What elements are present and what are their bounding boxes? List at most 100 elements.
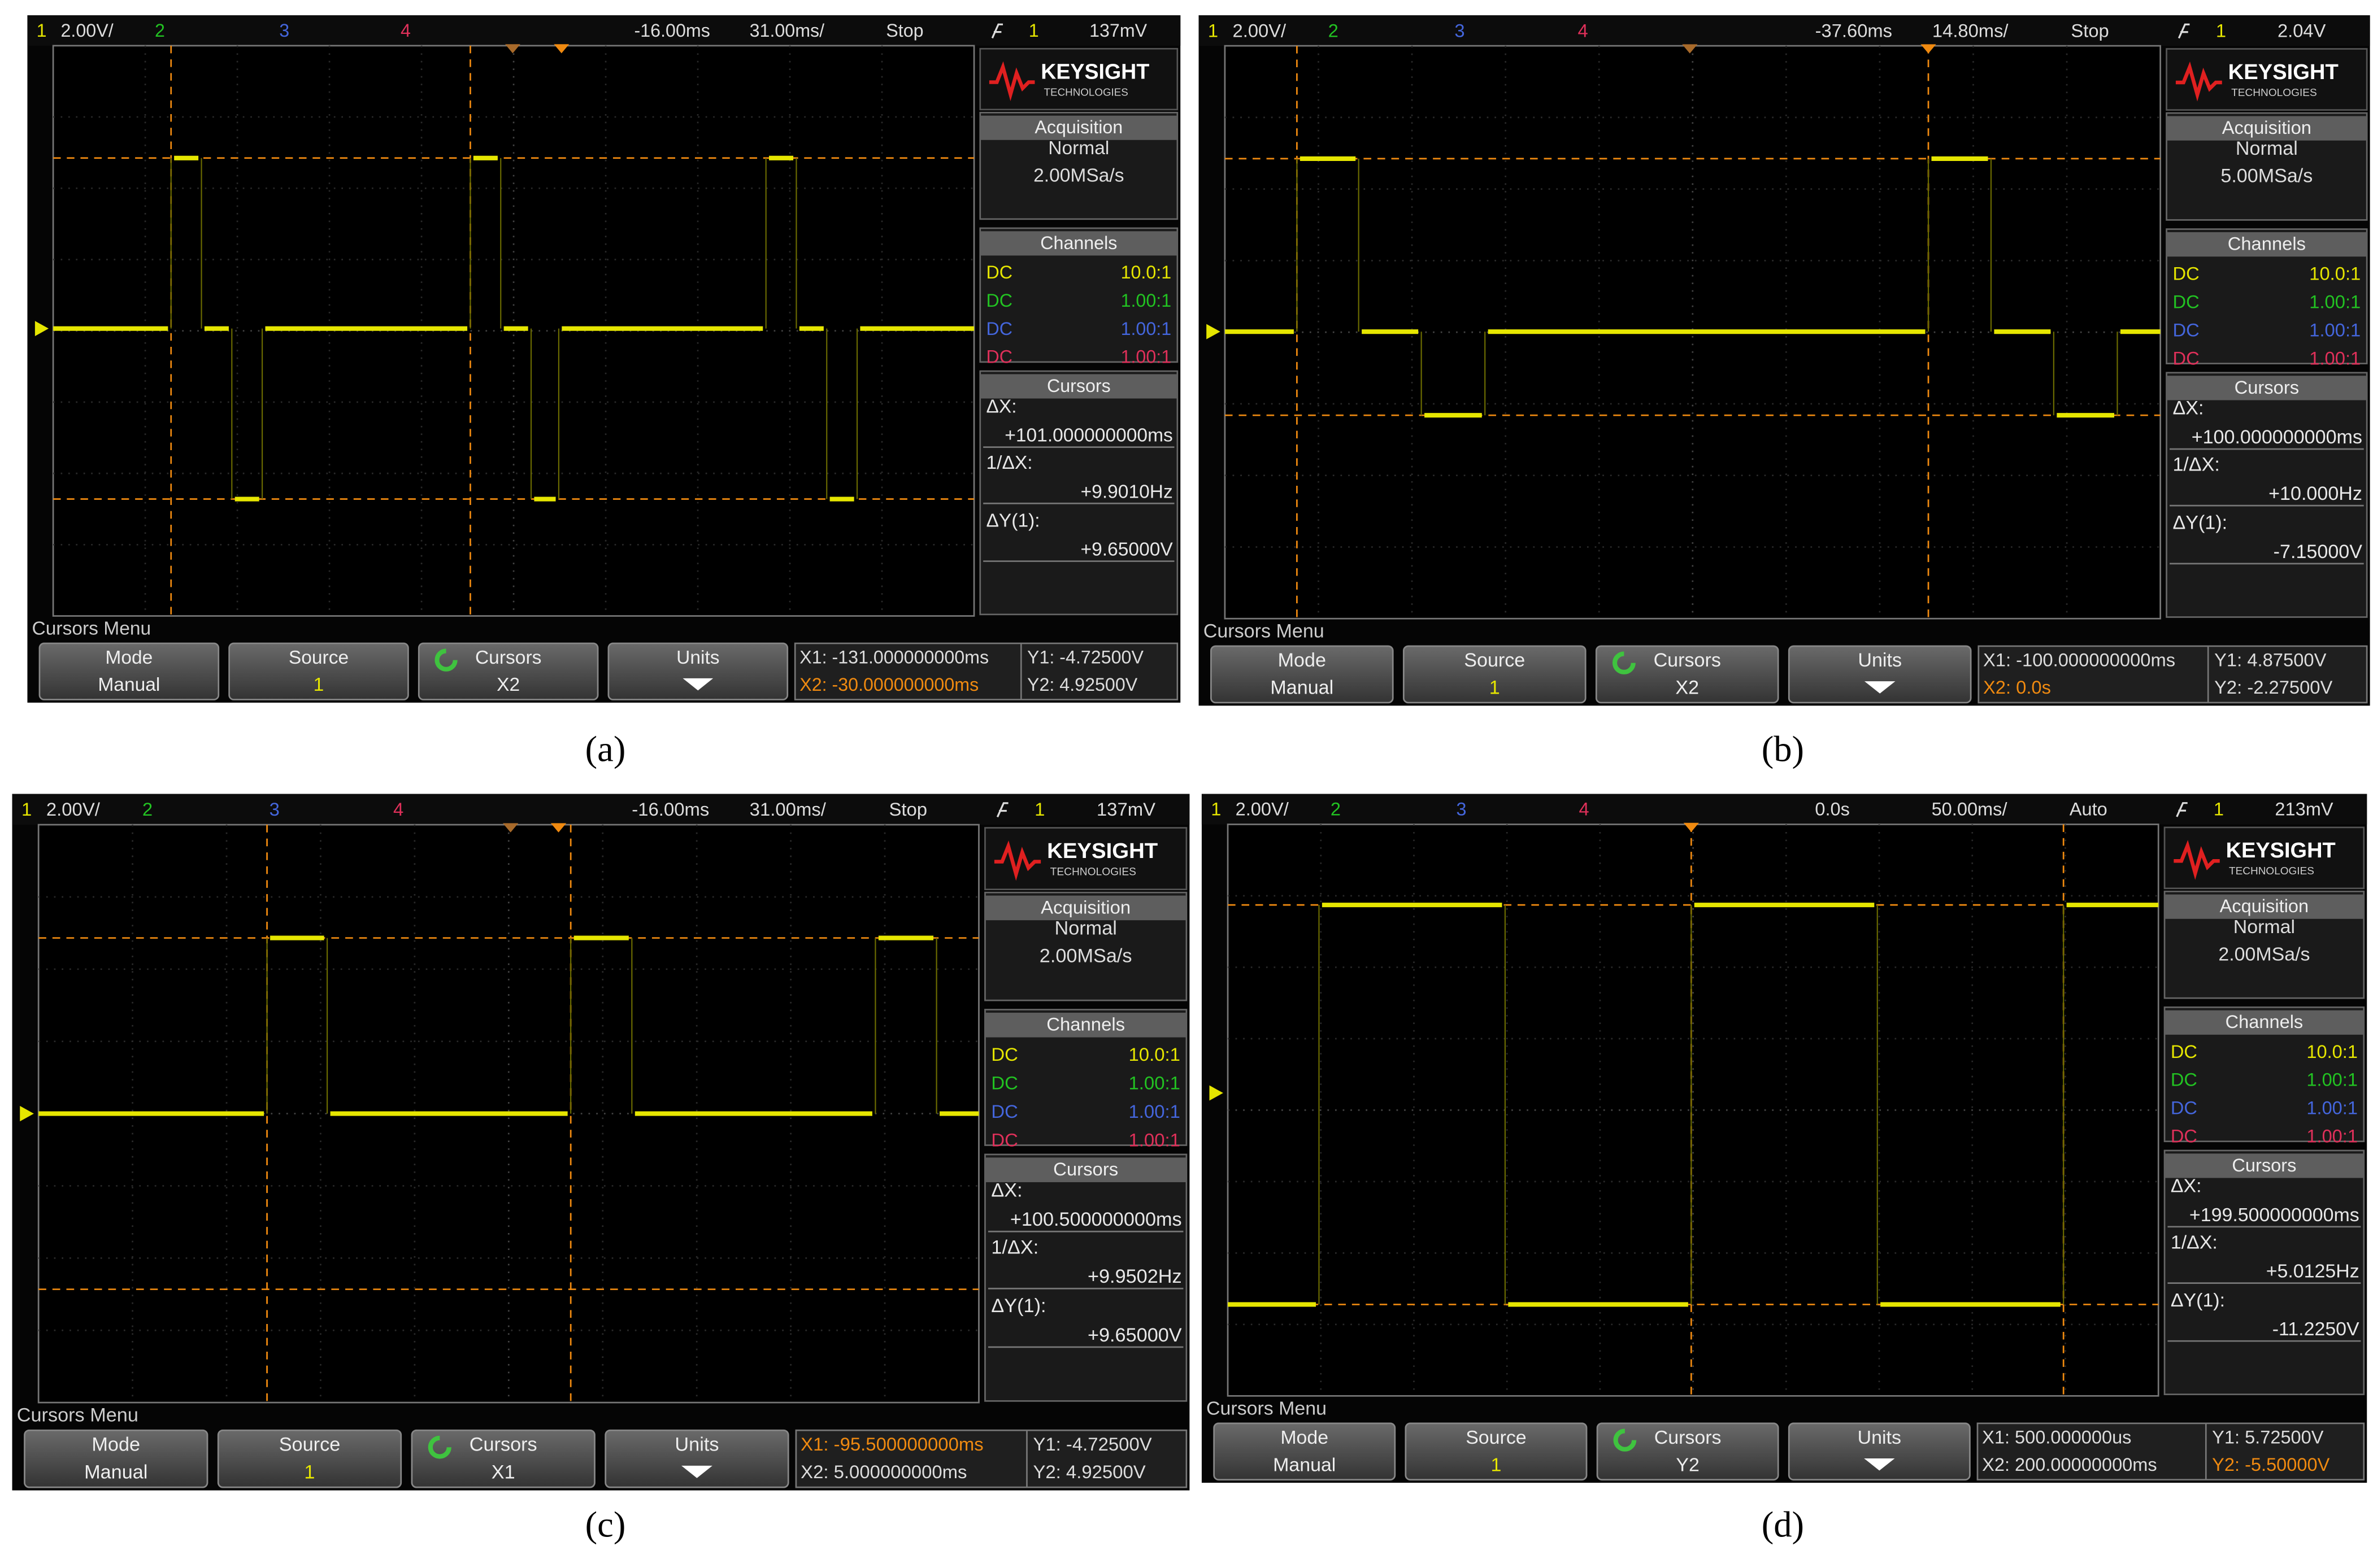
softkey (1596, 1422, 1779, 1481)
trigger-icon (991, 23, 1003, 39)
channel-marker (34, 321, 49, 337)
softkey-value: Y2 (1676, 1454, 1699, 1475)
top-bar-text: 137mV (1097, 799, 1155, 820)
softkey (24, 1429, 208, 1488)
softkey-value: Manual (1270, 677, 1333, 699)
trigger-icon (2176, 802, 2188, 817)
channel-probe: 1.00:1 (2309, 348, 2361, 369)
channel-probe: 1.00:1 (2309, 291, 2361, 312)
trigger-marker (550, 823, 567, 833)
cursor-readout: +5.0125Hz (2266, 1261, 2359, 1282)
top-bar (27, 15, 1181, 46)
menu-title: Cursors Menu (1206, 1398, 1327, 1419)
top-bar-text: 4 (401, 20, 411, 41)
channel-probe: 1.00:1 (1129, 1101, 1180, 1122)
softkey (228, 642, 409, 700)
cursor-readout: ΔX: (2171, 1175, 2202, 1197)
top-bar-text: 2 (155, 20, 165, 41)
trigger-marker (502, 823, 519, 833)
section-header (2165, 1153, 2364, 1178)
menu-title: Cursors Menu (32, 619, 151, 639)
cursor-readout: ΔX: (2172, 398, 2204, 419)
top-bar-text: -37.60ms (1815, 20, 1892, 41)
softkey (1788, 1422, 1971, 1481)
top-bar-text: Stop (889, 799, 927, 820)
brand-sub: TECHNOLOGIES (1044, 86, 1128, 98)
cursor-readout: 1/ΔX: (2171, 1231, 2218, 1253)
scope-panel: 1 2.00V/2 3 4 -37.60ms 14.80ms/Stop 1 2.04V KEYS… (1198, 15, 2370, 706)
scope-panel: 1 2.00V/2 3 4 0.0s 50.00ms/Auto 1 213mV KEYSIGHT… (1201, 794, 2367, 1483)
softkey (607, 642, 789, 700)
readout-value: Y1: 5.72500V (2212, 1427, 2324, 1448)
logo-wave (989, 61, 1035, 101)
channel-coupling: DC (986, 290, 1013, 311)
channel-coupling: DC (2171, 1070, 2197, 1090)
softkey-label: Units (1858, 1427, 1901, 1448)
section-header (2166, 232, 2367, 257)
cursor-readout: ΔX: (991, 1179, 1022, 1201)
section-header (985, 895, 1186, 921)
trigger-marker (1920, 44, 1936, 54)
top-bar-text: 50.00ms/ (1932, 799, 2008, 820)
section-header (2165, 1010, 2364, 1035)
trigger-marker (1682, 44, 1698, 54)
scope-panel: 1 2.00V/2 3 4 -16.00ms 31.00ms/Stop 1 137mV KEYS… (12, 794, 1190, 1491)
channel-probe: 10.0:1 (2309, 263, 2361, 284)
section-header (2166, 376, 2367, 400)
cursor-readout: +101.000000000ms (1005, 425, 1173, 446)
channel-probe: 10.0:1 (2306, 1042, 2358, 1062)
softkey-label: Mode (92, 1434, 140, 1456)
brand-sub: TECHNOLOGIES (1050, 866, 1136, 878)
section-title: Cursors (2235, 377, 2300, 398)
cursors-box (984, 1153, 1188, 1402)
channel-probe: 1.00:1 (2309, 320, 2361, 341)
trigger-icon (996, 802, 1009, 818)
softkey-label: Units (676, 647, 719, 668)
top-bar-text: 4 (1578, 20, 1588, 41)
top-bar-text: 31.00ms/ (750, 799, 827, 820)
top-bar-text: 3 (1454, 20, 1464, 41)
channel-coupling: DC (2172, 348, 2199, 369)
section-header (980, 374, 1177, 399)
section-title: Cursors (1047, 376, 1111, 396)
channel-coupling: DC (2171, 1042, 2197, 1062)
down-arrow (681, 1465, 712, 1478)
cursor-readout: 1/ΔX: (991, 1236, 1038, 1258)
down-arrow (1864, 1458, 1895, 1471)
channel-coupling: DC (2171, 1126, 2197, 1147)
top-bar-text: 14.80ms/ (1932, 20, 2009, 41)
readout-value: X2: 5.000000000ms (801, 1461, 967, 1482)
softkey (38, 642, 220, 700)
softkey-value: Manual (98, 674, 160, 695)
section-title: Channels (2226, 1012, 2304, 1032)
readout-value: X1: -131.000000000ms (799, 647, 989, 667)
trigger-icon (2178, 23, 2190, 39)
section-header (2165, 894, 2364, 919)
logo-wave (994, 840, 1041, 881)
channel-probe: 1.00:1 (1129, 1129, 1180, 1150)
channel-coupling: DC (2172, 291, 2199, 312)
acq-rate: 2.00MSa/s (1040, 946, 1132, 967)
cursor-readout: -7.15000V (2274, 541, 2363, 563)
cursor-readout: +100.500000000ms (1010, 1209, 1182, 1230)
section-title: Acquisition (1035, 117, 1123, 137)
brand-name: KEYSIGHT (1041, 59, 1149, 83)
top-bar-text: Auto (2070, 799, 2107, 820)
softkey-label: Mode (1278, 650, 1326, 671)
top-bar (12, 794, 1190, 825)
top-bar-text: -16.00ms (632, 799, 709, 820)
cursor-readout: 1/ΔX: (2172, 454, 2219, 476)
top-bar-text: -16.00ms (634, 20, 710, 41)
top-bar-text: 31.00ms/ (750, 20, 825, 41)
section-title: Cursors (1053, 1158, 1118, 1179)
cursor-readout: +199.500000000ms (2189, 1204, 2359, 1226)
top-bar-text: 1 (37, 20, 47, 41)
top-bar-text: 213mV (2275, 799, 2333, 820)
softkey (1405, 1422, 1588, 1481)
trigger-marker (554, 44, 570, 54)
brand-sub: TECHNOLOGIES (2229, 865, 2314, 877)
channel-coupling: DC (2172, 320, 2199, 341)
readout-value: Y2: -5.50000V (2212, 1454, 2330, 1475)
brand-name: KEYSIGHT (1047, 839, 1158, 863)
top-bar-text: 2.00V/ (1236, 799, 1289, 820)
